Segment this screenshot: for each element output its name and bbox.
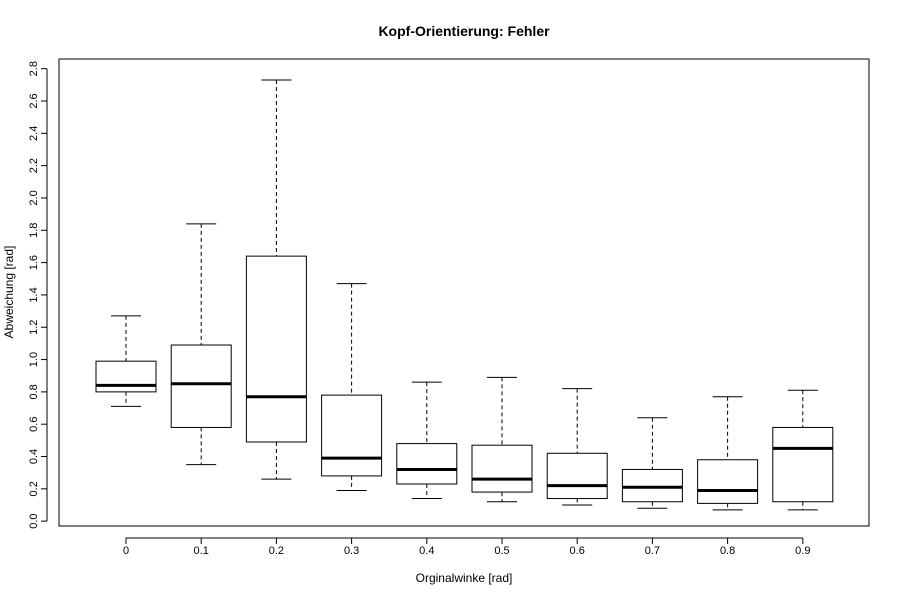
x-tick-label: 0.9 [795,545,810,557]
iqr-box [621,468,683,503]
iqr-box [471,444,533,493]
box-series [95,79,834,511]
box-8 [697,396,759,511]
y-tick-label: 1.8 [28,223,40,238]
box-4 [396,381,458,500]
x-axis: 0 0.1 0.2 0.3 0.4 0.5 0.6 0.7 0.8 0.9 [123,537,810,557]
y-tick-label: 2.6 [28,93,40,108]
y-tick-label: 1.0 [28,352,40,367]
y-tick-label: 0.4 [28,449,40,464]
x-tick-label: 0.7 [645,545,660,557]
y-tick-label: 1.2 [28,320,40,335]
iqr-box [170,344,232,428]
iqr-box [546,452,608,500]
y-axis: 0.0 0.2 0.4 0.6 0.8 1.0 1.2 1.4 1.6 1.8 2.0 2.2 2.4 2… [28,61,48,529]
y-tick-label: 0.6 [28,417,40,432]
x-tick-label: 0.8 [720,545,735,557]
box-1 [170,223,232,466]
x-tick-label: 0.4 [419,545,434,557]
y-tick-label: 2.2 [28,158,40,173]
iqr-box [396,443,458,485]
x-axis-label: Orginalwinke [rad] [416,571,513,585]
iqr-box [772,426,834,503]
box-7 [621,417,683,509]
box-3 [321,283,383,491]
chart-title: Kopf-Orientierung: Fehler [378,23,550,39]
box-6 [546,388,608,506]
x-tick-label: 0.1 [194,545,209,557]
iqr-box [95,360,157,393]
x-tick-label: 0.3 [344,545,359,557]
y-tick-label: 2.0 [28,190,40,205]
iqr-box [697,459,759,504]
y-tick-label: 1.4 [28,287,40,302]
box-5 [471,376,533,503]
plot-frame [58,58,870,527]
box-9 [772,389,834,511]
y-axis-label: Abweichung [rad] [2,246,16,339]
iqr-box [321,394,383,477]
y-tick-label: 1.6 [28,255,40,270]
box-0 [95,315,157,407]
y-tick-label: 0.2 [28,481,40,496]
y-tick-label: 2.4 [28,126,40,141]
iqr-box [245,255,307,443]
y-tick-label: 0.8 [28,384,40,399]
y-tick-label: 0.0 [28,514,40,529]
box-2 [245,79,307,480]
x-tick-label: 0 [123,545,129,557]
x-tick-label: 0.6 [570,545,585,557]
x-tick-label: 0.2 [269,545,284,557]
y-tick-label: 2.8 [28,61,40,76]
x-tick-label: 0.5 [494,545,509,557]
